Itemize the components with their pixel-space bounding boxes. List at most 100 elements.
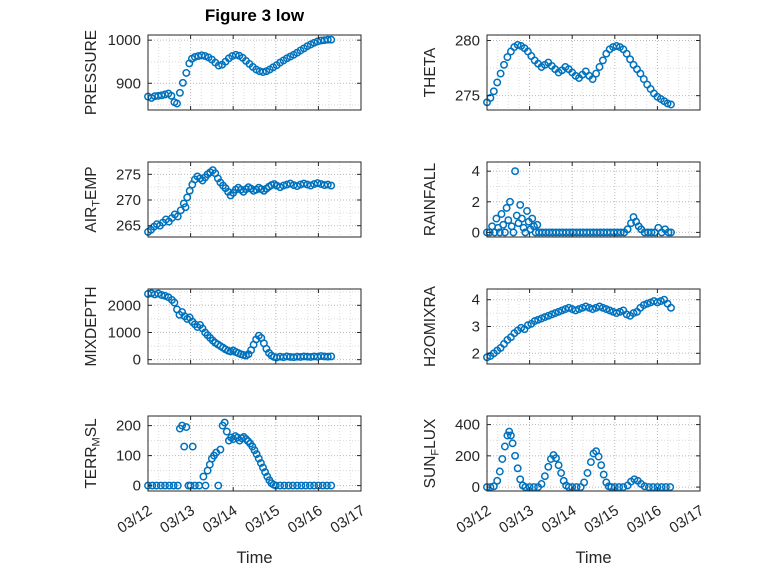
sunflux-data-point [500, 442, 509, 451]
sunflux-subplot: 0 200 400 SUNFLUX 03/12 03/13 03/14 03/15 03/16 0… [422, 415, 707, 567]
theta-data-point [500, 60, 508, 69]
airtemp-y-axis-label: AIRTEMP [83, 166, 103, 232]
terrmsl-y-tick-label: 0 [133, 478, 141, 495]
pressure-y-tick-label: 1000 [108, 32, 141, 49]
rainfall-data-point [511, 167, 520, 176]
terrmsl-y-tick-label: 100 [116, 448, 141, 465]
mixdepth-data-point [327, 352, 336, 361]
theta-data-point [626, 55, 635, 64]
airtemp-y-tick-label: 265 [116, 218, 141, 235]
sunflux-y-axis-label-part: F [430, 449, 442, 456]
h2omixra-y-tick-label: 2 [472, 345, 480, 362]
theta-data-point [592, 69, 601, 78]
x-axis-title: Time [575, 549, 611, 567]
pressure-axes-box [147, 34, 362, 111]
mixdepth-subplot: 0 1000 2000 MIXDEPTH [83, 286, 362, 369]
sunflux-data-point [619, 483, 628, 492]
sunflux-data-point [657, 483, 666, 492]
airtemp-y-tick-label: 270 [116, 192, 141, 209]
airtemp-data-point [279, 181, 288, 190]
h2omixra-subplot: 2 3 4 H2OMIXRA [422, 285, 701, 367]
sunflux-data-point [513, 464, 522, 473]
theta-data-point [639, 75, 648, 84]
terrmsl-data-point [318, 481, 327, 490]
x-tick-label: 03/16 [285, 502, 326, 537]
sunflux-data-point [493, 476, 502, 485]
h2omixra-y-axis-label-part: H2OMIXRA [422, 285, 439, 367]
x-tick-label: 03/15 [242, 502, 283, 537]
airtemp-axes-box [147, 161, 362, 238]
pressure-data-point [231, 50, 240, 59]
sunflux-data-point [503, 431, 512, 440]
pressure-subplot: 900 1000 PRESSURE [83, 30, 362, 115]
terrmsl-axes-box [147, 415, 362, 492]
pressure-y-tick-label: 900 [116, 75, 141, 92]
rainfall-data-point [519, 223, 528, 232]
terrmsl-data-point [254, 454, 263, 463]
sunflux-data-point [552, 454, 560, 463]
terrmsl-data-point [222, 427, 231, 436]
sunflux-data-point [521, 483, 530, 492]
sunflux-data-point [506, 431, 515, 440]
terrmsl-data-point [261, 468, 270, 477]
theta-data-point [595, 63, 604, 71]
rainfall-data-point [499, 220, 508, 229]
terrmsl-data-point [188, 442, 197, 451]
terrmsl-subplot: 0 100 200 TERRMSL 03/12 03/13 03/14 03/15 03/16 0… [83, 415, 368, 567]
theta-subplot: 275 280 THETA [422, 33, 701, 111]
theta-y-axis-label-part: THETA [422, 47, 439, 97]
rainfall-data-point [516, 200, 525, 209]
pressure-data-point [323, 35, 332, 44]
sunflux-data-point [495, 467, 504, 476]
theta-axes-box [486, 34, 701, 111]
sunflux-data-point [615, 483, 624, 492]
theta-data-point [493, 78, 502, 87]
theta-data-point [667, 100, 675, 109]
sunflux-data-point [586, 458, 595, 467]
mixdepth-y-axis-label: MIXDEPTH [83, 286, 100, 366]
terrmsl-data-point [276, 481, 285, 490]
sunflux-y-tick-label: 200 [455, 448, 480, 465]
sunflux-data-point [661, 483, 670, 492]
theta-data-point [588, 75, 597, 84]
theta-data-point [636, 69, 645, 78]
terrmsl-data-point [293, 481, 302, 490]
terrmsl-data-point [201, 481, 210, 490]
terrmsl-data-point [182, 423, 191, 432]
sunflux-data-point [540, 472, 549, 481]
terrmsl-data-point [165, 481, 174, 490]
terrmsl-data-point [214, 481, 223, 490]
mixdepth-y-tick-label: 1000 [108, 324, 141, 341]
theta-data-point [513, 40, 522, 49]
airtemp-y-axis-label-part: EMP [83, 166, 100, 200]
rainfall-data-point [509, 228, 518, 237]
sunflux-data-point [508, 439, 517, 448]
pressure-data-point [182, 68, 191, 77]
terrmsl-data-point [288, 481, 297, 490]
rainfall-data-point [497, 210, 506, 218]
terrmsl-data-point [252, 450, 261, 459]
rainfall-data-point [616, 228, 625, 237]
pressure-data-point [173, 99, 181, 108]
airtemp-data-point [173, 212, 182, 221]
sunflux-data-point [666, 483, 675, 492]
x-tick-label: 03/14 [539, 502, 580, 537]
x-tick-label: 03/14 [200, 502, 241, 537]
terrmsl-data-point [242, 435, 250, 444]
sunflux-data-point [597, 461, 606, 470]
rainfall-data-point [506, 197, 514, 206]
mixdepth-data-point [323, 352, 332, 361]
rainfall-data-point [502, 203, 511, 212]
airtemp-data-point [181, 203, 190, 212]
terrmsl-data-point [310, 481, 319, 490]
rainfall-data-point [495, 228, 504, 237]
terrmsl-data-point [239, 433, 248, 441]
x-tick-label: 03/17 [327, 502, 368, 537]
pressure-data-point [178, 78, 187, 87]
rainfall-data-point [647, 228, 656, 237]
rainfall-axes-box [486, 161, 701, 238]
airtemp-y-axis-label-part: T [91, 200, 103, 207]
terrmsl-data-point [199, 472, 208, 481]
h2omixra-y-tick-label: 4 [472, 292, 480, 309]
